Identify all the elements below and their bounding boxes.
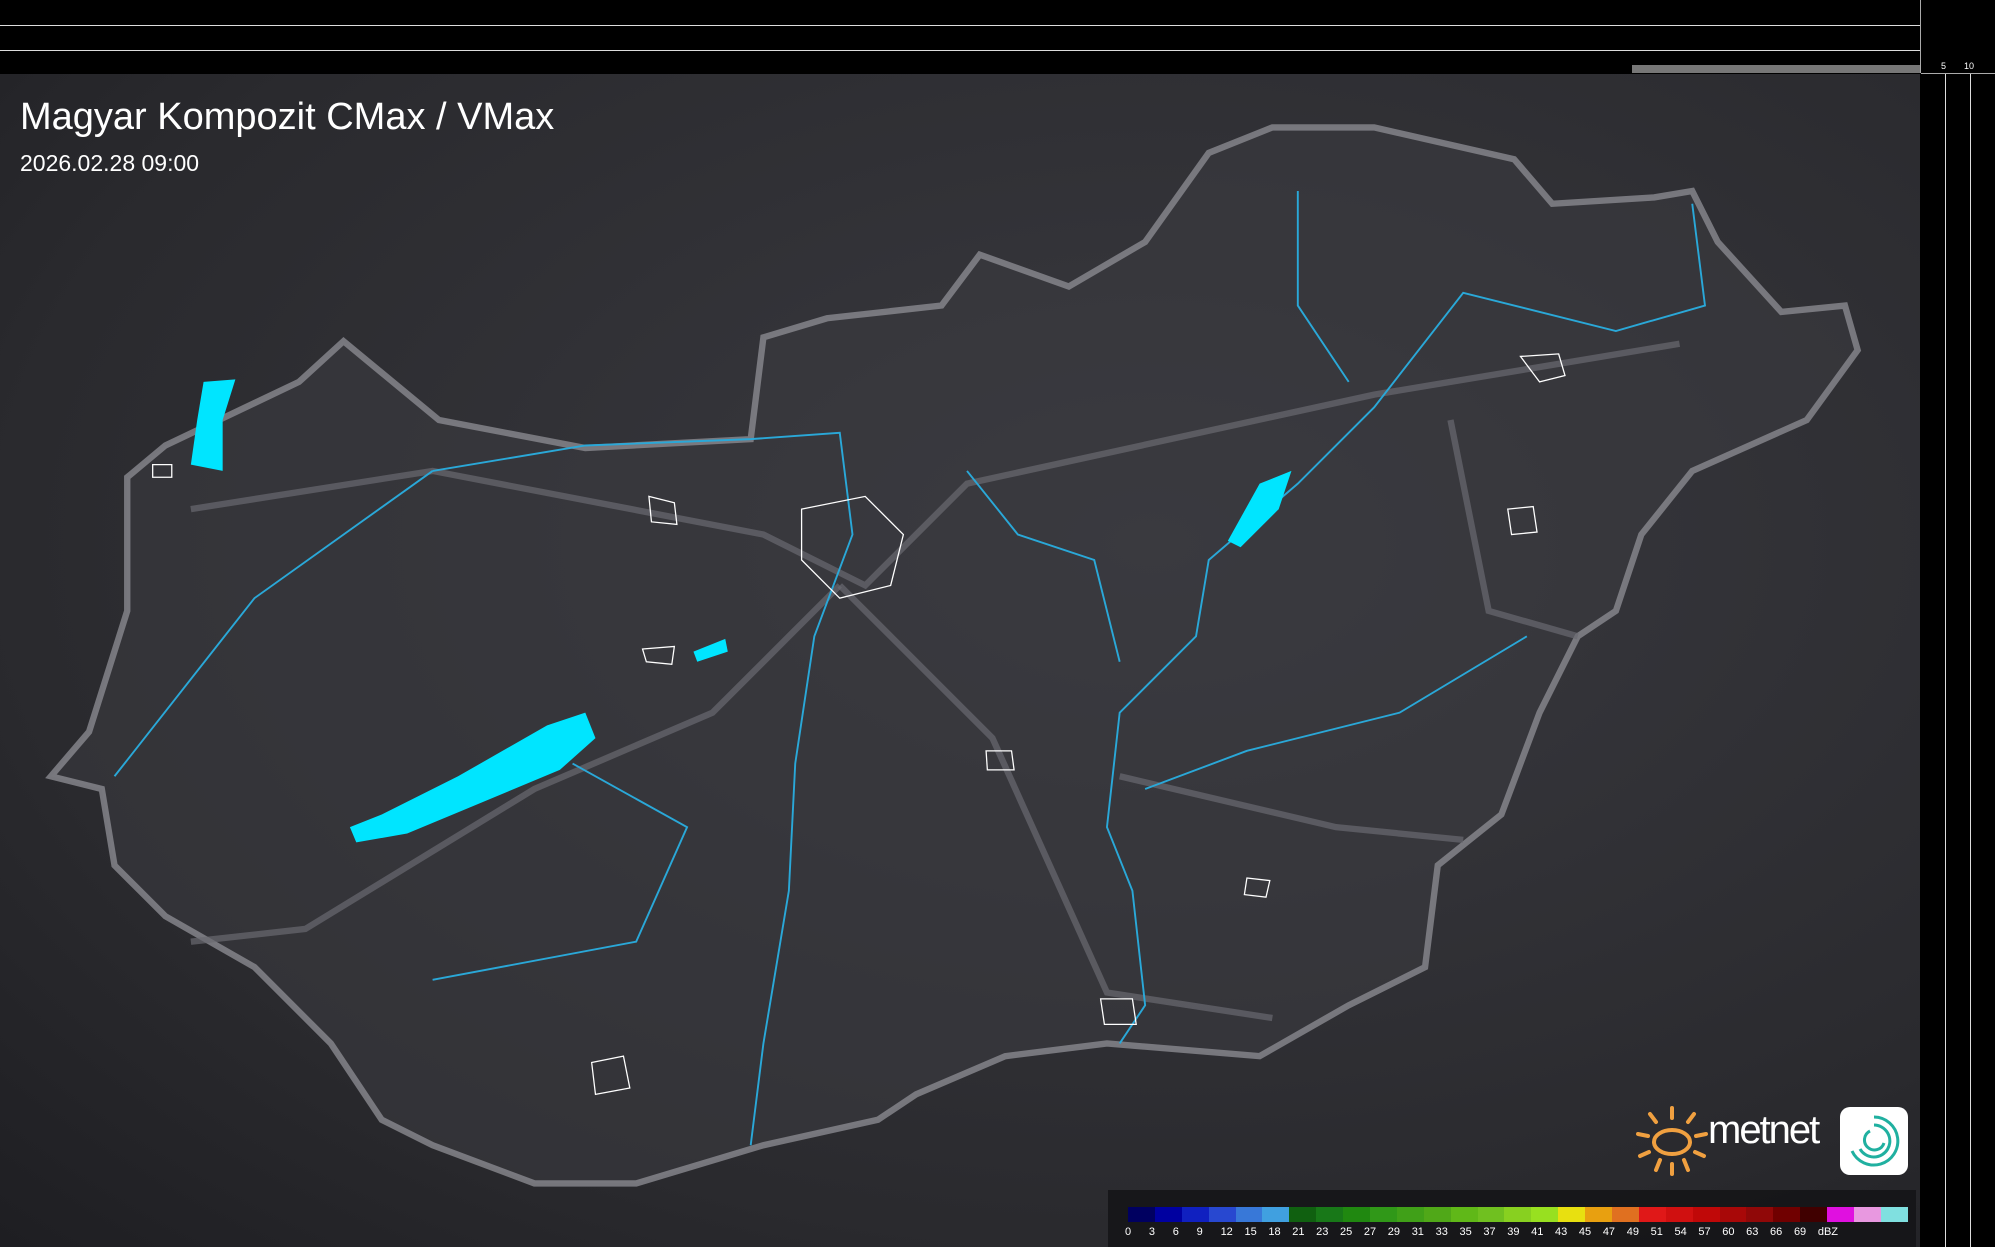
legend-swatch xyxy=(1370,1207,1397,1222)
legend-label: 66 xyxy=(1770,1226,1783,1238)
legend-label: 69 xyxy=(1793,1226,1807,1238)
scale-line xyxy=(0,50,1920,51)
legend-swatch xyxy=(1638,1207,1666,1222)
legend-swatch xyxy=(1208,1207,1236,1222)
legend-swatch xyxy=(1773,1207,1801,1222)
legend-swatch xyxy=(1880,1207,1908,1222)
legend-swatch xyxy=(1235,1207,1263,1222)
legend-label: 60 xyxy=(1722,1226,1735,1238)
legend-label: 49 xyxy=(1626,1226,1639,1238)
legend-swatch xyxy=(1343,1207,1371,1222)
map-title: Magyar Kompozit CMax / VMax xyxy=(20,96,555,138)
legend-swatch xyxy=(1289,1207,1317,1222)
legend-label: 0 xyxy=(1125,1226,1132,1238)
legend-swatch xyxy=(1423,1207,1451,1222)
legend-swatch xyxy=(1719,1207,1747,1222)
legend-label: 29 xyxy=(1387,1226,1401,1238)
legend-swatch xyxy=(1854,1207,1881,1222)
legend-label: 43 xyxy=(1555,1226,1568,1238)
legend-swatch xyxy=(1396,1207,1424,1222)
legend-label: 6 xyxy=(1172,1226,1179,1238)
legend-label: 23 xyxy=(1316,1226,1329,1238)
legend-swatch xyxy=(1612,1207,1639,1222)
legend-color-bar xyxy=(1128,1207,1908,1222)
right-profile-panel: 5 10 xyxy=(1921,0,1995,1247)
legend-label: 41 xyxy=(1531,1226,1544,1238)
legend-label: 33 xyxy=(1435,1226,1448,1238)
dbz-legend: 0 3 6 9 12 15 18 21 23 25 27 29 31 33 35 37 39 41 43 45 47 49… xyxy=(1108,1190,1916,1247)
legend-label: 31 xyxy=(1411,1226,1424,1238)
legend-label: 27 xyxy=(1363,1226,1377,1238)
lakes xyxy=(190,379,1292,843)
legend-label: 25 xyxy=(1340,1226,1353,1238)
metnet-logo-text: metnet xyxy=(1708,1108,1820,1152)
map-datetime: 2026.02.28 09:00 xyxy=(20,150,200,176)
legend-swatch xyxy=(1827,1207,1855,1222)
legend-label: 45 xyxy=(1578,1226,1592,1238)
legend-label: 63 xyxy=(1746,1226,1759,1238)
lake-tisza xyxy=(1227,470,1292,548)
app-logo-icon xyxy=(1840,1107,1908,1175)
legend-swatch xyxy=(1154,1207,1182,1222)
legend-label: 51 xyxy=(1650,1226,1663,1238)
legend-label: 18 xyxy=(1268,1226,1281,1238)
legend-swatch xyxy=(1692,1207,1720,1222)
hungary-border xyxy=(45,124,1862,1187)
legend-swatch xyxy=(1585,1207,1613,1222)
radar-map[interactable] xyxy=(0,74,1920,1247)
legend-label: 3 xyxy=(1148,1226,1156,1238)
legend-label: 47 xyxy=(1602,1226,1616,1238)
legend-label: 37 xyxy=(1483,1226,1496,1238)
legend-label: 57 xyxy=(1698,1226,1711,1238)
legend-label: 35 xyxy=(1459,1226,1472,1238)
lake-velence xyxy=(693,638,728,662)
legend-label: 12 xyxy=(1220,1226,1233,1238)
rivers xyxy=(113,191,1707,1146)
legend-swatch xyxy=(1262,1207,1290,1222)
legend-swatch xyxy=(1746,1207,1774,1222)
legend-label: 21 xyxy=(1292,1226,1305,1238)
legend-swatch xyxy=(1665,1207,1693,1222)
scale-line xyxy=(0,25,1920,26)
legend-swatch xyxy=(1477,1207,1505,1222)
legend-swatch xyxy=(1531,1207,1559,1222)
lake-balaton xyxy=(349,712,596,843)
legend-label: 15 xyxy=(1244,1226,1257,1238)
city-outlines xyxy=(152,353,1566,1096)
map-svg xyxy=(45,124,1862,1187)
scale-tick: 10 xyxy=(1964,61,1975,71)
metnet-sun-icon xyxy=(1636,1106,1708,1176)
legend-label: 39 xyxy=(1507,1226,1520,1238)
legend-swatch xyxy=(1316,1207,1344,1222)
legend-swatch xyxy=(1128,1207,1155,1222)
legend-swatch xyxy=(1450,1207,1478,1222)
legend-labels: 0 3 6 9 12 15 18 21 23 25 27 29 31 33 35 37 39 41 43 45 47 49… xyxy=(1125,1226,1845,1238)
legend-swatch xyxy=(1558,1207,1586,1222)
lake-neusiedl xyxy=(190,379,236,471)
profile-bar xyxy=(1632,65,1920,73)
legend-swatch xyxy=(1504,1207,1532,1222)
legend-label: 9 xyxy=(1196,1226,1203,1238)
legend-label: 54 xyxy=(1674,1226,1687,1238)
legend-unit: dBZ xyxy=(1817,1226,1839,1238)
scale-tick: 5 xyxy=(1941,61,1947,71)
top-profile-panel: 10 5 xyxy=(0,0,1934,73)
legend-swatch xyxy=(1181,1207,1209,1222)
legend-swatch xyxy=(1800,1207,1828,1222)
